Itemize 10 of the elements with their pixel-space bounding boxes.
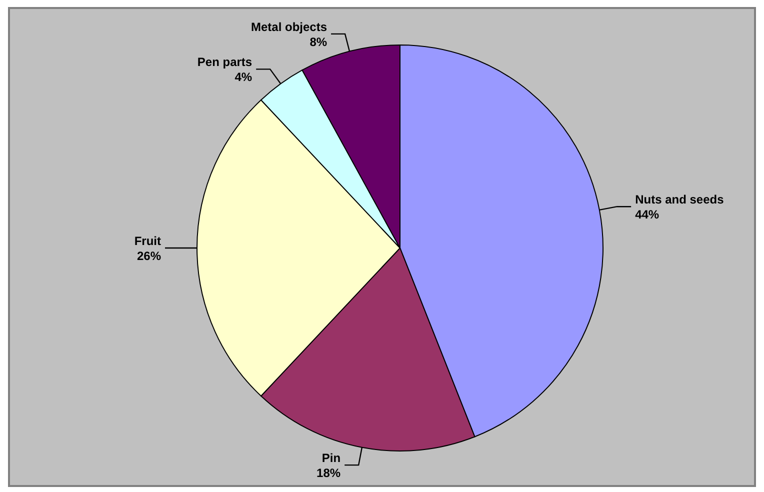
slice-label: Pen parts (197, 55, 252, 70)
slice-label: Fruit (134, 234, 161, 248)
data-label: 4% (234, 70, 252, 84)
data-label: 44% (635, 208, 660, 222)
slice-label: Nuts and seeds (635, 192, 724, 207)
slice-label: Metal objects (251, 20, 328, 34)
slice-label: Pin (322, 451, 341, 466)
data-label: 26% (136, 249, 162, 263)
data-label: 8% (310, 34, 328, 49)
data-label: 18% (316, 466, 341, 480)
